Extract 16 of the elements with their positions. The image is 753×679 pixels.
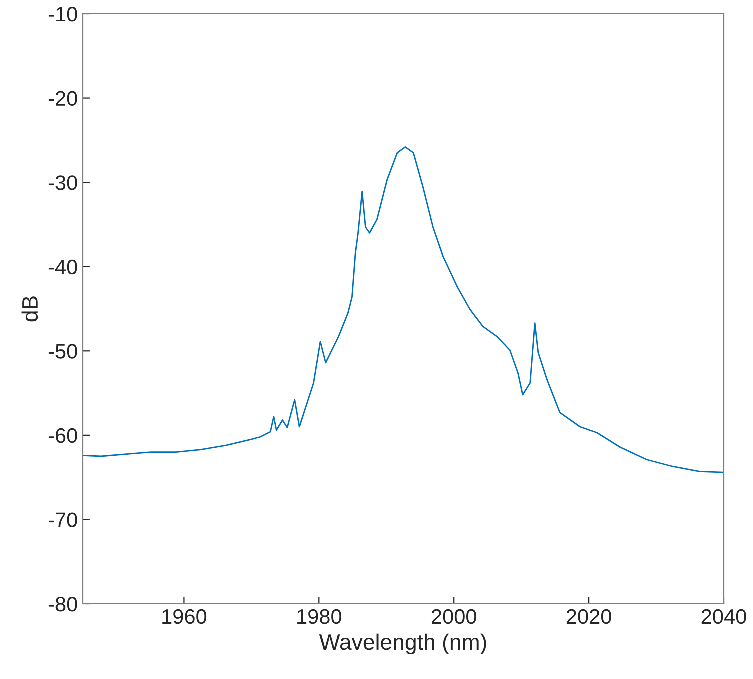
y-tick-label: -50 xyxy=(48,344,78,359)
x-tick-label: 1960 xyxy=(162,609,207,624)
y-tick-label: -20 xyxy=(48,91,78,106)
x-tick-label: 2040 xyxy=(702,609,746,624)
y-axis-title: dB xyxy=(22,296,38,322)
line-series xyxy=(83,146,724,474)
y-tick-label: -60 xyxy=(48,428,78,444)
y-tick-label: -10 xyxy=(48,7,78,22)
x-tick-label: 2000 xyxy=(432,609,476,624)
x-tick-label: 1980 xyxy=(298,609,342,624)
y-tick-label: -40 xyxy=(48,260,78,275)
y-tick-label: -30 xyxy=(48,176,78,190)
x-axis-title: Wavelength (nm) xyxy=(319,634,486,655)
x-tick-label: 2020 xyxy=(566,609,612,624)
y-tick-label: -70 xyxy=(48,512,78,528)
y-tick-label: -80 xyxy=(48,597,78,612)
